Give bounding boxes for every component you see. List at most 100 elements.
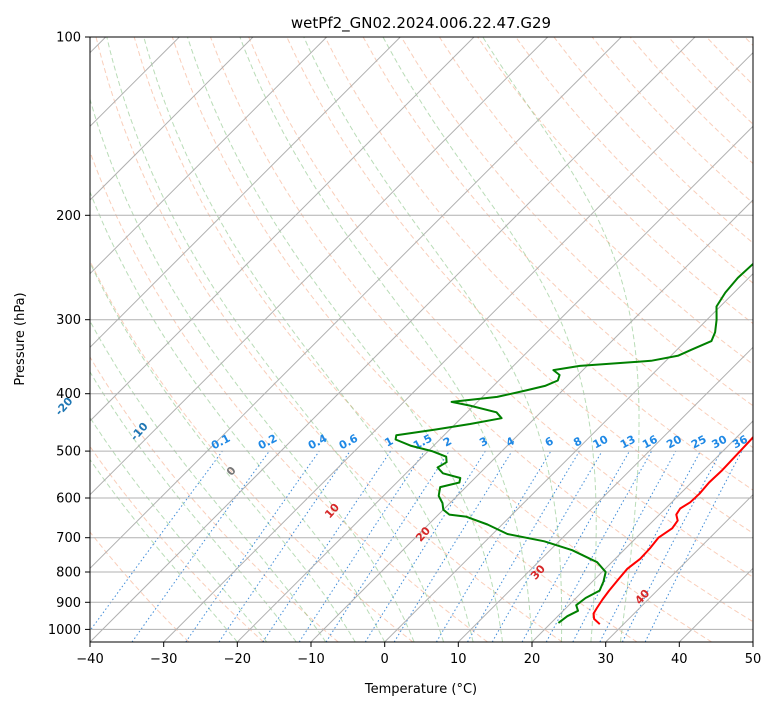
isotherm-gridline (310, 199, 753, 642)
mixing-ratio-label: 0.4 (306, 432, 330, 453)
isotherm-gridline (163, 51, 753, 642)
profiles (394, 262, 753, 625)
moist-adiabat (90, 190, 386, 642)
x-tick-label: 0 (381, 652, 389, 667)
y-tick-label: 200 (56, 209, 81, 224)
mixing-ratio-line (131, 450, 270, 642)
y-tick-label: 800 (56, 566, 81, 581)
isotherm-gridline (90, 37, 549, 496)
dry-adiabat (706, 37, 753, 86)
x-tick-label: 50 (745, 652, 762, 667)
mixing-ratio-line (521, 450, 630, 642)
mixing-ratio-line (185, 450, 320, 642)
isotherm-gridline (90, 37, 401, 349)
mixing-ratio-label: 2 (441, 434, 454, 449)
mixing-ratio-line (262, 450, 392, 642)
moist-adiabat (106, 37, 445, 642)
isotherm-gridline (752, 641, 753, 642)
y-tick-label: 1000 (48, 623, 81, 638)
isotherm-gridline (90, 37, 254, 201)
mixing-ratio-label: 25 (689, 433, 709, 452)
chart-title: wetPf2_GN02.2024.006.22.47.G29 (291, 14, 551, 33)
isotherm-gridline (90, 37, 696, 642)
dry-adiabat-label: 0 (224, 464, 239, 479)
x-axis-ticks: −40 −30 −20 −10 0 10 20 30 40 50 (76, 642, 761, 667)
mixing-ratio-label: 3 (477, 434, 490, 449)
background-lines (90, 37, 753, 642)
y-tick-label: 400 (56, 387, 81, 402)
isotherm-gridline (90, 37, 622, 570)
isotherm-gridline (236, 125, 753, 642)
mixing-ratio-line (393, 450, 513, 642)
dry-adiabat (171, 37, 712, 642)
y-axis-label: Pressure (hPa) (13, 292, 28, 385)
dry-adiabat (515, 37, 753, 284)
moist-adiabat (90, 261, 356, 642)
dry-adiabat (90, 531, 190, 642)
y-tick-label: 100 (56, 31, 81, 46)
x-tick-label: 20 (524, 652, 541, 667)
dry-adiabat (591, 37, 753, 204)
isotherm-gridline (605, 493, 753, 642)
moist-adiabat (90, 458, 238, 642)
moist-adiabat (187, 37, 503, 642)
dry-adiabat (362, 37, 753, 449)
mixing-ratio-line (298, 450, 425, 642)
x-tick-label: −30 (150, 652, 177, 667)
x-tick-label: −20 (224, 652, 251, 667)
temperature-profile-line (592, 435, 753, 625)
mixing-ratio-label: 36 (730, 433, 750, 452)
grid-lines (90, 37, 753, 642)
dry-adiabat (553, 37, 753, 244)
dry-adiabat (133, 37, 638, 642)
dry-adiabat (95, 37, 563, 642)
y-tick-label: 500 (56, 445, 81, 460)
plot-frame (89, 36, 754, 643)
mixing-ratio-label: 1 (383, 434, 396, 449)
dry-adiabat (90, 445, 264, 642)
mixing-ratio-label: 16 (640, 433, 660, 452)
mixing-ratio-label: 30 (710, 433, 730, 452)
y-tick-label: 900 (56, 596, 81, 611)
moist-adiabat (382, 37, 597, 642)
moist-adiabat (303, 37, 563, 642)
moist-adiabat (239, 37, 533, 642)
isotherm-gridline (678, 567, 753, 642)
y-tick-label: 300 (56, 313, 81, 328)
dry-adiabat (438, 37, 753, 366)
dewpoint-profile-line (394, 262, 753, 624)
isotherm-gridline (457, 346, 753, 642)
mixing-ratio-line (572, 450, 677, 642)
dry-adiabat (90, 356, 339, 642)
mixing-ratio-label: 6 (543, 434, 556, 449)
x-tick-label: 30 (597, 652, 614, 667)
isotherm-gridline (531, 420, 753, 642)
moist-adiabat (143, 37, 474, 642)
dry-adiabat (210, 37, 753, 623)
dry-adiabat (90, 150, 488, 642)
mixing-ratio-line (90, 450, 223, 632)
moist-adiabat (482, 37, 640, 642)
x-tick-label: −10 (297, 652, 324, 667)
dry-adiabat-label: 40 (632, 587, 652, 607)
isotherm-gridline (90, 37, 475, 422)
x-tick-label: −40 (76, 652, 103, 667)
y-axis-ticks: 100 200 300 400 500 600 700 800 900 1000 (48, 31, 90, 638)
moist-adiabat (90, 416, 268, 642)
dry-adiabat (324, 37, 753, 491)
mixing-ratio-label: 10 (591, 433, 611, 452)
moist-adiabat (90, 320, 327, 642)
isotherm-gridline (384, 272, 753, 642)
y-tick-label: 600 (56, 492, 81, 507)
mixing-ratio-label: 13 (618, 433, 638, 452)
mixing-ratio-label: 0.1 (209, 432, 232, 453)
mixing-ratio-line (644, 450, 743, 642)
dry-adiabat (248, 37, 753, 578)
x-axis-label: Temperature (°C) (364, 682, 477, 697)
x-tick-label: 40 (671, 652, 688, 667)
mixing-ratio-line (545, 450, 653, 642)
dry-adiabat (668, 37, 753, 125)
mixing-ratio-line (218, 450, 351, 642)
dry-adiabat-label: -10 (128, 420, 151, 444)
